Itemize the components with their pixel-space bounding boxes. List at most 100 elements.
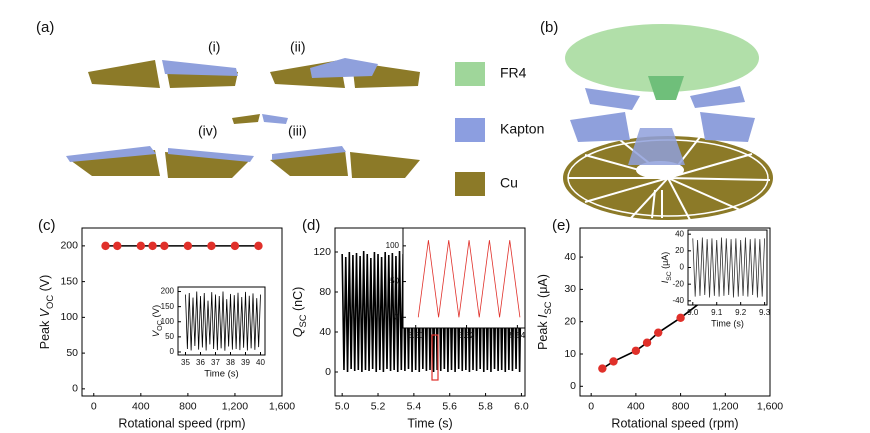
cu-electrode — [70, 150, 160, 176]
fr4-plate — [565, 24, 759, 92]
fr4-hub — [648, 76, 684, 100]
x-tick-label: 800 — [672, 400, 690, 412]
x-tick-label: 5.50 — [408, 331, 424, 340]
y-tick-label: 40 — [675, 229, 684, 238]
y-tick-label: 50 — [66, 347, 78, 359]
diagram-a: (a) (i) (ii) (iii) (iv) FR4 Kapton Cu — [36, 19, 544, 196]
y-tick-label: 0 — [72, 383, 78, 395]
y-axis-label: ISC (μA) — [660, 252, 673, 284]
x-tick-label: 800 — [179, 400, 197, 412]
x-tick-label: 1,200 — [712, 400, 738, 412]
panel-label: (b) — [540, 19, 558, 36]
panel-label: (e) — [552, 217, 570, 234]
kapton — [272, 146, 346, 160]
stage-label: (iii) — [288, 123, 307, 139]
x-tick-label: 6.0 — [514, 400, 529, 412]
x-tick-label: 37 — [211, 358, 220, 367]
x-axis-label: Time (s) — [204, 369, 238, 380]
y-axis-label: Peak VOC (V) — [38, 275, 55, 350]
x-tick-label: 5.8 — [478, 400, 493, 412]
data-point — [207, 241, 216, 251]
y-axis-label: VOC (V) — [151, 305, 164, 337]
label-part: OC — [45, 295, 55, 309]
diagram-b: (b) — [540, 19, 773, 221]
y-tick-label: 80 — [319, 286, 331, 298]
x-tick-label: 9.1 — [711, 308, 723, 317]
x-tick-label: 36 — [196, 358, 205, 367]
data-point — [136, 241, 146, 251]
y-tick-label: 0 — [570, 380, 576, 392]
kapton — [262, 114, 288, 124]
data-point — [676, 313, 685, 323]
y-tick-label: 40 — [319, 326, 331, 338]
data-point — [160, 241, 169, 251]
label-part: V — [151, 329, 162, 337]
legend-label: FR4 — [500, 65, 527, 81]
x-tick-label: 38 — [226, 358, 235, 367]
label-part: Q — [291, 327, 305, 337]
x-axis-label: Rotational speed (rpm) — [118, 416, 245, 430]
x-axis-label: Rotational speed (rpm) — [611, 416, 738, 430]
legend-swatch — [455, 172, 485, 196]
data-point — [631, 346, 641, 355]
y-tick-label: 200 — [60, 240, 78, 252]
data-point — [101, 241, 110, 251]
x-axis-label: Time (s) — [711, 318, 744, 328]
y-axis-label: QSC (nC) — [291, 287, 308, 338]
data-point — [230, 241, 240, 251]
label-part: SC — [666, 271, 673, 281]
y-axis-label: Peak ISC (μA) — [536, 274, 553, 350]
legend-label: Cu — [500, 175, 518, 191]
y-tick-label: 0 — [325, 366, 331, 378]
x-tick-label: 5.0 — [335, 400, 350, 412]
kapton-blade — [628, 128, 685, 165]
x-tick-label: 400 — [132, 400, 150, 412]
y-tick-label: 0 — [170, 347, 175, 356]
x-tick-label: 1,200 — [222, 400, 248, 412]
label-part: Peak — [38, 317, 52, 349]
x-tick-label: 9.3 — [759, 308, 771, 317]
data-line — [692, 237, 766, 298]
label-part: V — [38, 307, 52, 317]
label-part: I — [536, 314, 550, 318]
hub — [636, 161, 684, 179]
x-tick-label: 5.52 — [459, 331, 475, 340]
x-axis-label: Time (s) — [407, 416, 452, 430]
kapton-blade — [690, 86, 745, 108]
data-point — [254, 241, 263, 251]
label-part: (μA) — [660, 252, 670, 272]
x-tick-label: 35 — [181, 358, 190, 367]
cu-electrode — [350, 152, 420, 178]
data-line — [185, 291, 261, 351]
x-tick-label: 39 — [241, 358, 250, 367]
x-tick-label: 0 — [588, 400, 594, 412]
y-tick-label: 10 — [564, 348, 576, 360]
legend-label: Kapton — [500, 121, 544, 137]
x-tick-label: 1,600 — [269, 400, 295, 412]
y-tick-label: 100 — [60, 311, 78, 323]
y-tick-label: -20 — [672, 279, 684, 288]
cu-electrode — [270, 150, 348, 176]
x-tick-label: 1,600 — [757, 400, 783, 412]
cu-electrode — [88, 60, 160, 88]
label-part: (V) — [151, 305, 162, 320]
label-part: (V) — [38, 275, 52, 295]
y-tick-label: 40 — [564, 251, 576, 263]
zoom-region — [431, 334, 439, 381]
y-tick-label: 50 — [165, 332, 174, 341]
y-tick-label: 20 — [675, 246, 684, 255]
kapton — [162, 60, 238, 76]
kapton-blade — [570, 112, 630, 142]
kapton-blade — [700, 112, 755, 142]
y-tick-label: -40 — [672, 296, 684, 305]
y-tick-label: 30 — [564, 283, 576, 295]
legend-swatch — [455, 62, 485, 86]
electrode-gaps — [568, 136, 771, 221]
data-point — [609, 357, 618, 366]
y-tick-label: 20 — [564, 315, 576, 327]
stage-label: (ii) — [290, 39, 306, 55]
kapton-blade — [585, 88, 640, 110]
x-tick-label: 0 — [91, 400, 97, 412]
data-point — [598, 364, 607, 373]
stage-label: (i) — [208, 39, 220, 55]
